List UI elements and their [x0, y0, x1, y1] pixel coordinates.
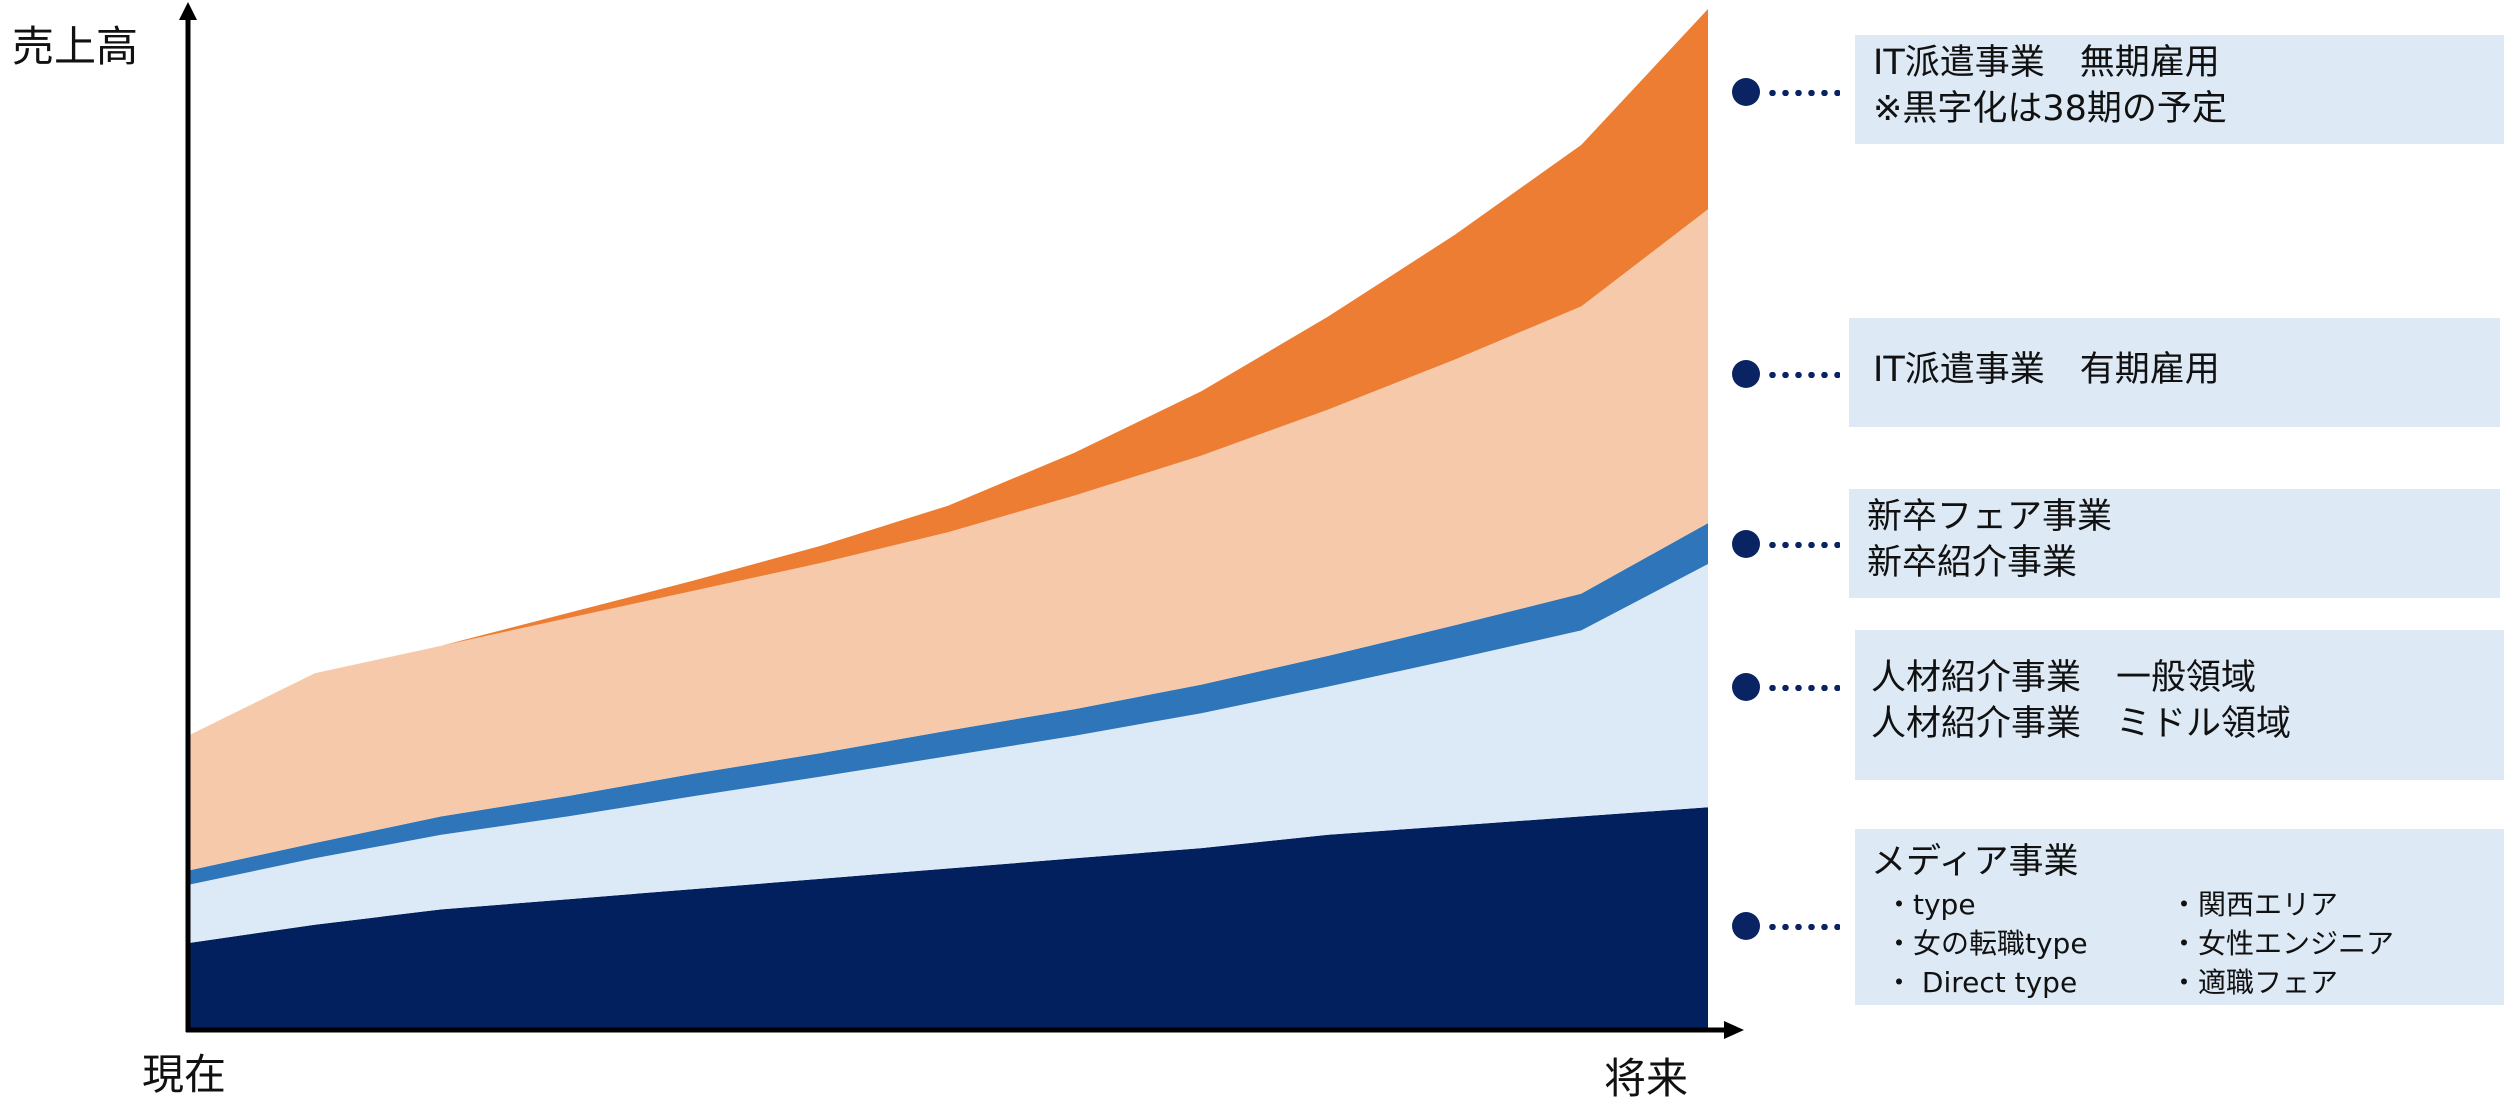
connector-jinzai-shokai — [1732, 673, 1842, 703]
callout-it-haken-muki: IT派遣事業 無期雇用 ※黒字化は38期の予定 — [1855, 35, 2504, 144]
callout-shinsotsu: 新卒フェア事業 新卒紹介事業 — [1849, 489, 2500, 598]
media-item: ・ Direct type — [1885, 966, 2078, 999]
connector-dotted-line — [1766, 90, 1840, 96]
y-axis-arrowhead — [179, 2, 197, 20]
connector-dotted-line — [1766, 924, 1840, 930]
callout-line: ※黒字化は38期の予定 — [1873, 89, 2227, 129]
media-item: ・関西エリア — [2170, 888, 2339, 921]
x-axis-end-label: 将来 — [1604, 1054, 1689, 1103]
area-series-0 — [188, 807, 1708, 1030]
callout-line: IT派遣事業 有期雇用 — [1873, 350, 2220, 390]
connector-media — [1732, 912, 1842, 942]
connector-it-haken-yuki — [1732, 360, 1842, 390]
callout-media: メディア事業 ・type ・関西エリア ・女の転職type ・女性エンジニア ・… — [1855, 829, 2504, 1005]
x-axis-start-label: 現在 — [142, 1050, 227, 1099]
connector-dot — [1732, 530, 1760, 558]
callout-line: IT派遣事業 無期雇用 — [1873, 43, 2220, 83]
connector-it-haken-muki — [1732, 78, 1842, 108]
media-list: ・type ・関西エリア ・女の転職type ・女性エンジニア ・ Direct… — [1885, 885, 2504, 1002]
area-series-1 — [188, 564, 1708, 944]
connector-dot — [1732, 78, 1760, 106]
media-item: ・女性エンジニア — [2170, 927, 2395, 960]
callout-line: 新卒紹介事業 — [1867, 543, 2078, 583]
area-series-3 — [188, 209, 1708, 871]
connector-dot — [1732, 360, 1760, 388]
connector-shinsotsu — [1732, 530, 1842, 560]
callout-line: 人材紹介事業 ミドル領域 — [1871, 704, 2292, 744]
connector-dotted-line — [1766, 542, 1840, 548]
media-item: ・適職フェア — [2170, 966, 2339, 999]
callout-line: 人材紹介事業 一般領域 — [1871, 658, 2257, 698]
callout-it-haken-yuki: IT派遣事業 有期雇用 — [1849, 318, 2500, 427]
callout-jinzai-shokai: 人材紹介事業 一般領域 人材紹介事業 ミドル領域 — [1855, 630, 2504, 780]
axes — [179, 2, 1744, 1039]
media-item: ・女の転職type — [1885, 927, 2088, 960]
connector-dotted-line — [1766, 685, 1840, 691]
connector-dotted-line — [1766, 372, 1840, 378]
area-series-2 — [188, 523, 1708, 885]
connector-dot — [1732, 912, 1760, 940]
callout-title: メディア事業 — [1871, 842, 2079, 882]
media-item: ・type — [1885, 888, 1976, 921]
area-layers — [188, 9, 1708, 1030]
y-axis-label: 売上高 — [12, 22, 139, 71]
callout-line: 新卒フェア事業 — [1867, 497, 2113, 537]
area-series-4 — [188, 9, 1708, 736]
connector-dot — [1732, 673, 1760, 701]
x-axis-arrowhead — [1724, 1021, 1744, 1039]
